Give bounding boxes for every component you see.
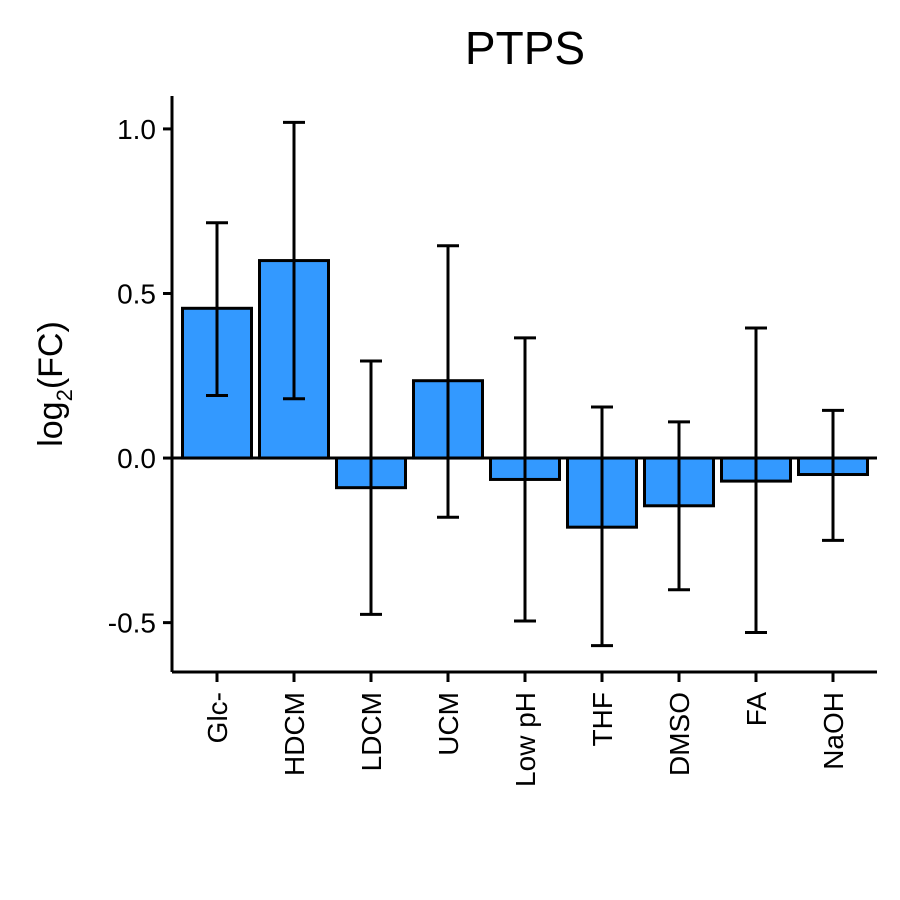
x-tick-labels: Glc- HDCM LDCM UCM Low pH THF DMSO FA NaOH [202, 692, 849, 787]
y-axis-label-base: log [32, 401, 70, 446]
error-bar-fa [745, 326, 767, 635]
y-axis-label-rest: (FC) [32, 321, 70, 389]
plot-area [172, 120, 877, 648]
y-axis-label: log2(FC) [32, 321, 77, 447]
error-bar-glc- [206, 221, 228, 398]
error-bar-ucm [437, 244, 459, 519]
error-bar-naoh [822, 408, 844, 542]
chart-title: PTPS [465, 22, 585, 74]
x-tick-label-glc-: Glc- [202, 692, 233, 743]
error-bar-low-ph [514, 336, 536, 623]
x-tick-label-ldcm: LDCM [356, 692, 387, 771]
x-tick-label-fa: FA [741, 692, 772, 727]
y-tick-label: -0.5 [108, 608, 156, 639]
x-tick-label-thf: THF [587, 692, 618, 746]
y-tick-label: 0.5 [117, 278, 156, 309]
x-tick-label-ucm: UCM [433, 692, 464, 756]
x-tick-label-dmso: DMSO [664, 692, 695, 776]
y-tick-label: 0.0 [117, 443, 156, 474]
error-bar-hdcm [283, 120, 305, 401]
y-tick-labels: -0.5 0.0 0.5 1.0 [108, 114, 156, 639]
x-tick-label-low-ph: Low pH [510, 692, 541, 787]
error-bar-thf [591, 405, 613, 648]
x-tick-label-hdcm: HDCM [279, 692, 310, 776]
y-axis-label-text: log2(FC) [32, 321, 77, 447]
axes [163, 96, 877, 682]
y-tick-label: 1.0 [117, 114, 156, 145]
x-tick-label-naoh: NaOH [818, 692, 849, 770]
error-bar-dmso [668, 420, 690, 592]
y-axis-label-subscript: 2 [52, 389, 77, 401]
error-bar-ldcm [360, 359, 382, 616]
